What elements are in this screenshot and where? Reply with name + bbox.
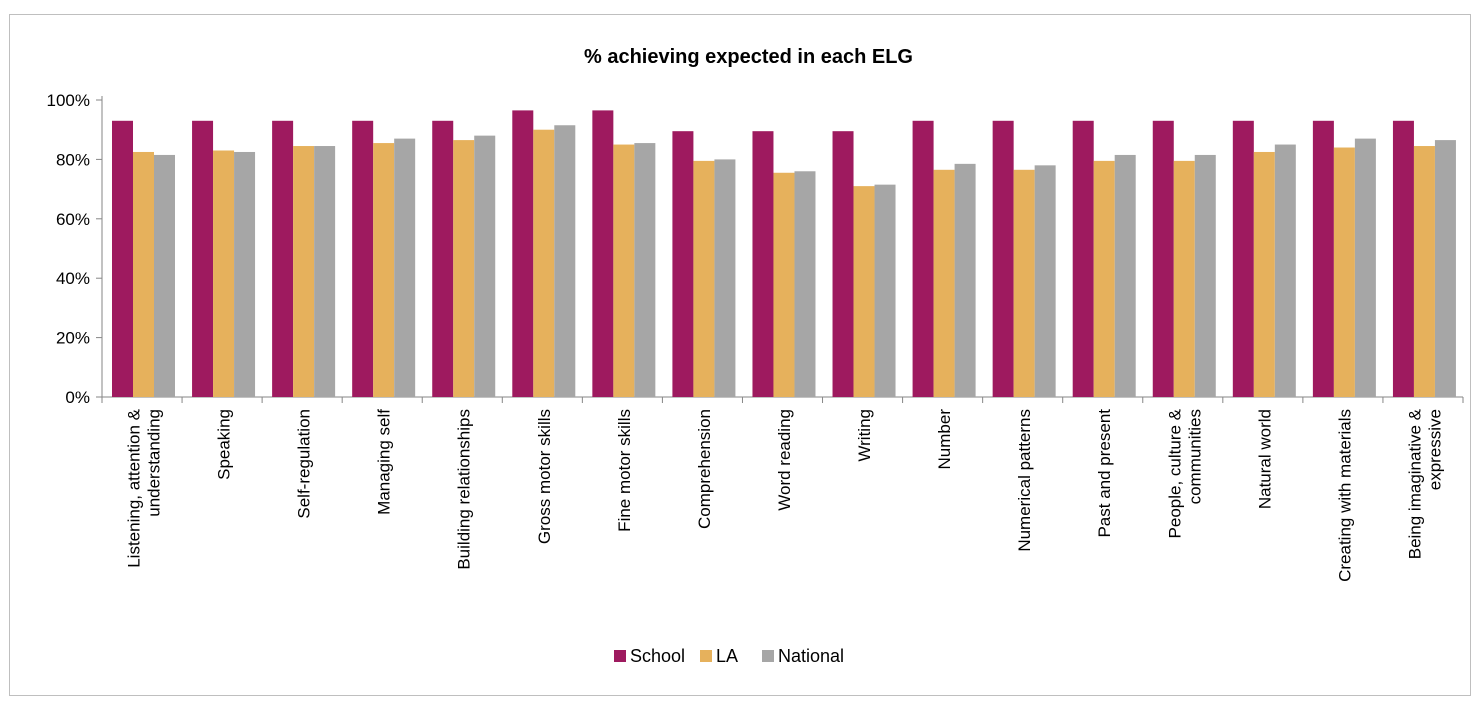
bar-school [192,120,214,397]
legend-swatch-school [614,650,626,662]
bar-national [1114,154,1136,397]
y-tick-label: 20% [56,329,90,348]
bar-national [1434,140,1456,397]
bar-school [672,131,694,397]
bar-national [314,146,336,397]
bar-la [773,172,795,397]
bar-la [293,146,315,397]
legend-label-national: National [778,646,844,666]
x-category-label: People, culture &communities [1165,408,1204,538]
x-category-label: Writing [855,409,874,462]
bar-national [154,154,175,397]
bar-school [512,110,534,398]
bar-la [1413,146,1435,397]
x-category-label: Numerical patterns [1015,409,1034,552]
bar-school [352,120,374,397]
x-category-label: Natural world [1255,409,1274,509]
y-tick-label: 100% [47,91,90,110]
bar-national [954,163,976,397]
x-category-label: Comprehension [695,409,714,529]
bar-la [933,169,955,397]
bar-la [213,150,235,397]
bar-school [1232,120,1254,397]
legend-swatch-national [762,650,774,662]
bar-la [613,144,635,397]
bar-national [554,125,576,398]
bar-la [1253,151,1275,397]
x-category-label: Managing self [375,409,394,515]
x-category-label: Number [935,409,954,470]
bar-school [272,120,294,397]
x-category-label: Listening, attention &understanding [125,408,164,567]
bar-school [912,120,934,397]
x-category-label: Gross motor skills [535,409,554,544]
category-labels: Listening, attention &understanding Speak… [125,408,1445,582]
x-category-label: Fine motor skills [615,409,634,532]
legend-swatch-la [700,650,712,662]
x-category-label: Being imaginative &expressive [1405,408,1444,559]
bar-la [533,129,555,397]
legend: School LA National [614,646,844,666]
x-category-label: Building relationships [455,409,474,570]
bar-school [1392,120,1414,397]
bar-school [1072,120,1094,397]
bar-la [373,143,395,397]
bar-national [1194,154,1216,397]
bar-national [794,171,816,397]
x-category-label: Word reading [775,409,794,511]
bar-la [1333,147,1355,397]
x-category-label: Self-regulation [295,409,314,519]
bar-chart: % achieving expected in each ELG 0% 20% 40… [47,46,1464,666]
bar-national [874,184,896,397]
bar-la [1013,169,1035,397]
bar-school [432,120,454,397]
bar-la [1173,160,1195,397]
bar-la [133,151,154,397]
bar-school [1312,120,1334,397]
bar-school [752,131,774,397]
y-tick-label: 80% [56,150,90,169]
bar-national [1354,138,1376,398]
legend-label-la: LA [716,646,738,666]
bar-school [1152,120,1174,397]
y-tick-label: 40% [56,269,90,288]
bar-national [234,151,256,397]
bar-national [1034,165,1056,397]
bar-national [394,138,416,398]
bar-la [693,160,715,397]
chart-frame: % achieving expected in each ELG 0% 20% 40… [9,14,1471,696]
bar-national [714,159,736,397]
bar-national [474,135,496,397]
bar-school [112,120,133,397]
bar-national [634,143,656,397]
y-tick-label: 60% [56,210,90,229]
legend-label-school: School [630,646,685,666]
bar-school [992,120,1014,397]
y-tick-label: 0% [65,388,90,407]
bar-la [453,140,475,397]
chart-title: % achieving expected in each ELG [584,46,913,68]
bar-school [832,131,854,397]
x-category-label: Past and present [1095,409,1114,538]
bar-school [592,110,614,398]
bar-national [1274,144,1296,397]
bar-la [1093,160,1115,397]
bar-la [853,186,875,397]
x-category-label: Creating with materials [1335,409,1354,582]
bars [112,110,1456,398]
x-category-label: Speaking [215,409,234,480]
